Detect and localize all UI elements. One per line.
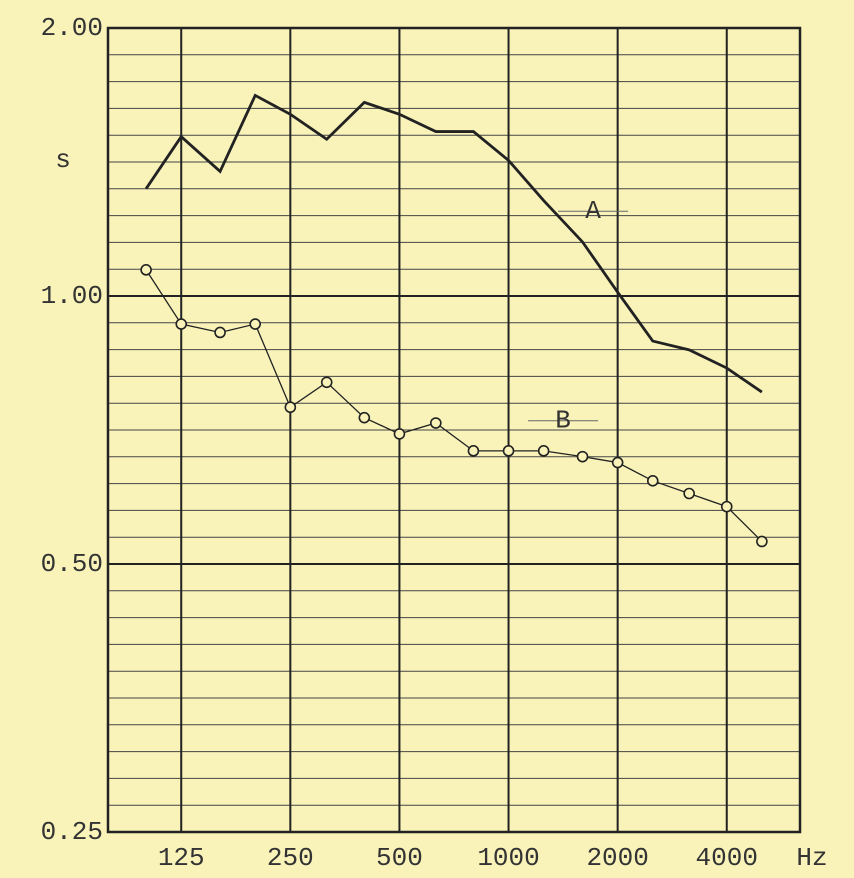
- marker: [430, 417, 442, 429]
- series-line: [145, 269, 763, 542]
- y-tick-label: 0.25: [41, 817, 103, 847]
- y-tick-label: 0.50: [41, 549, 103, 579]
- x-tick-label: 2000: [586, 843, 648, 873]
- marker: [756, 535, 768, 548]
- marker: [393, 428, 406, 440]
- x-tick-label: 125: [158, 843, 205, 873]
- y-unit: s: [55, 145, 71, 175]
- series-label: B: [555, 406, 571, 436]
- marker: [175, 318, 188, 330]
- y-tick-label: 1.00: [41, 281, 103, 311]
- x-unit: Hz: [796, 843, 827, 873]
- marker: [320, 376, 333, 389]
- marker: [284, 401, 297, 414]
- marker: [720, 500, 733, 513]
- x-tick-label: 1000: [477, 843, 539, 873]
- x-tick-label: 250: [267, 843, 314, 873]
- marker: [537, 445, 550, 457]
- series-line: [144, 93, 763, 394]
- marker: [140, 264, 152, 276]
- plot-frame: [106, 26, 802, 834]
- series-label: A: [585, 196, 601, 226]
- marker: [683, 487, 695, 500]
- marker: [502, 445, 515, 457]
- marker: [467, 445, 480, 457]
- marker: [646, 475, 659, 487]
- y-tick-label: 2.00: [41, 13, 103, 43]
- x-tick-label: 4000: [696, 843, 758, 873]
- marker: [576, 450, 589, 463]
- x-tick-label: 500: [376, 843, 423, 873]
- marker: [358, 411, 371, 424]
- marker: [249, 318, 262, 330]
- marker: [214, 326, 226, 339]
- marker: [611, 456, 624, 469]
